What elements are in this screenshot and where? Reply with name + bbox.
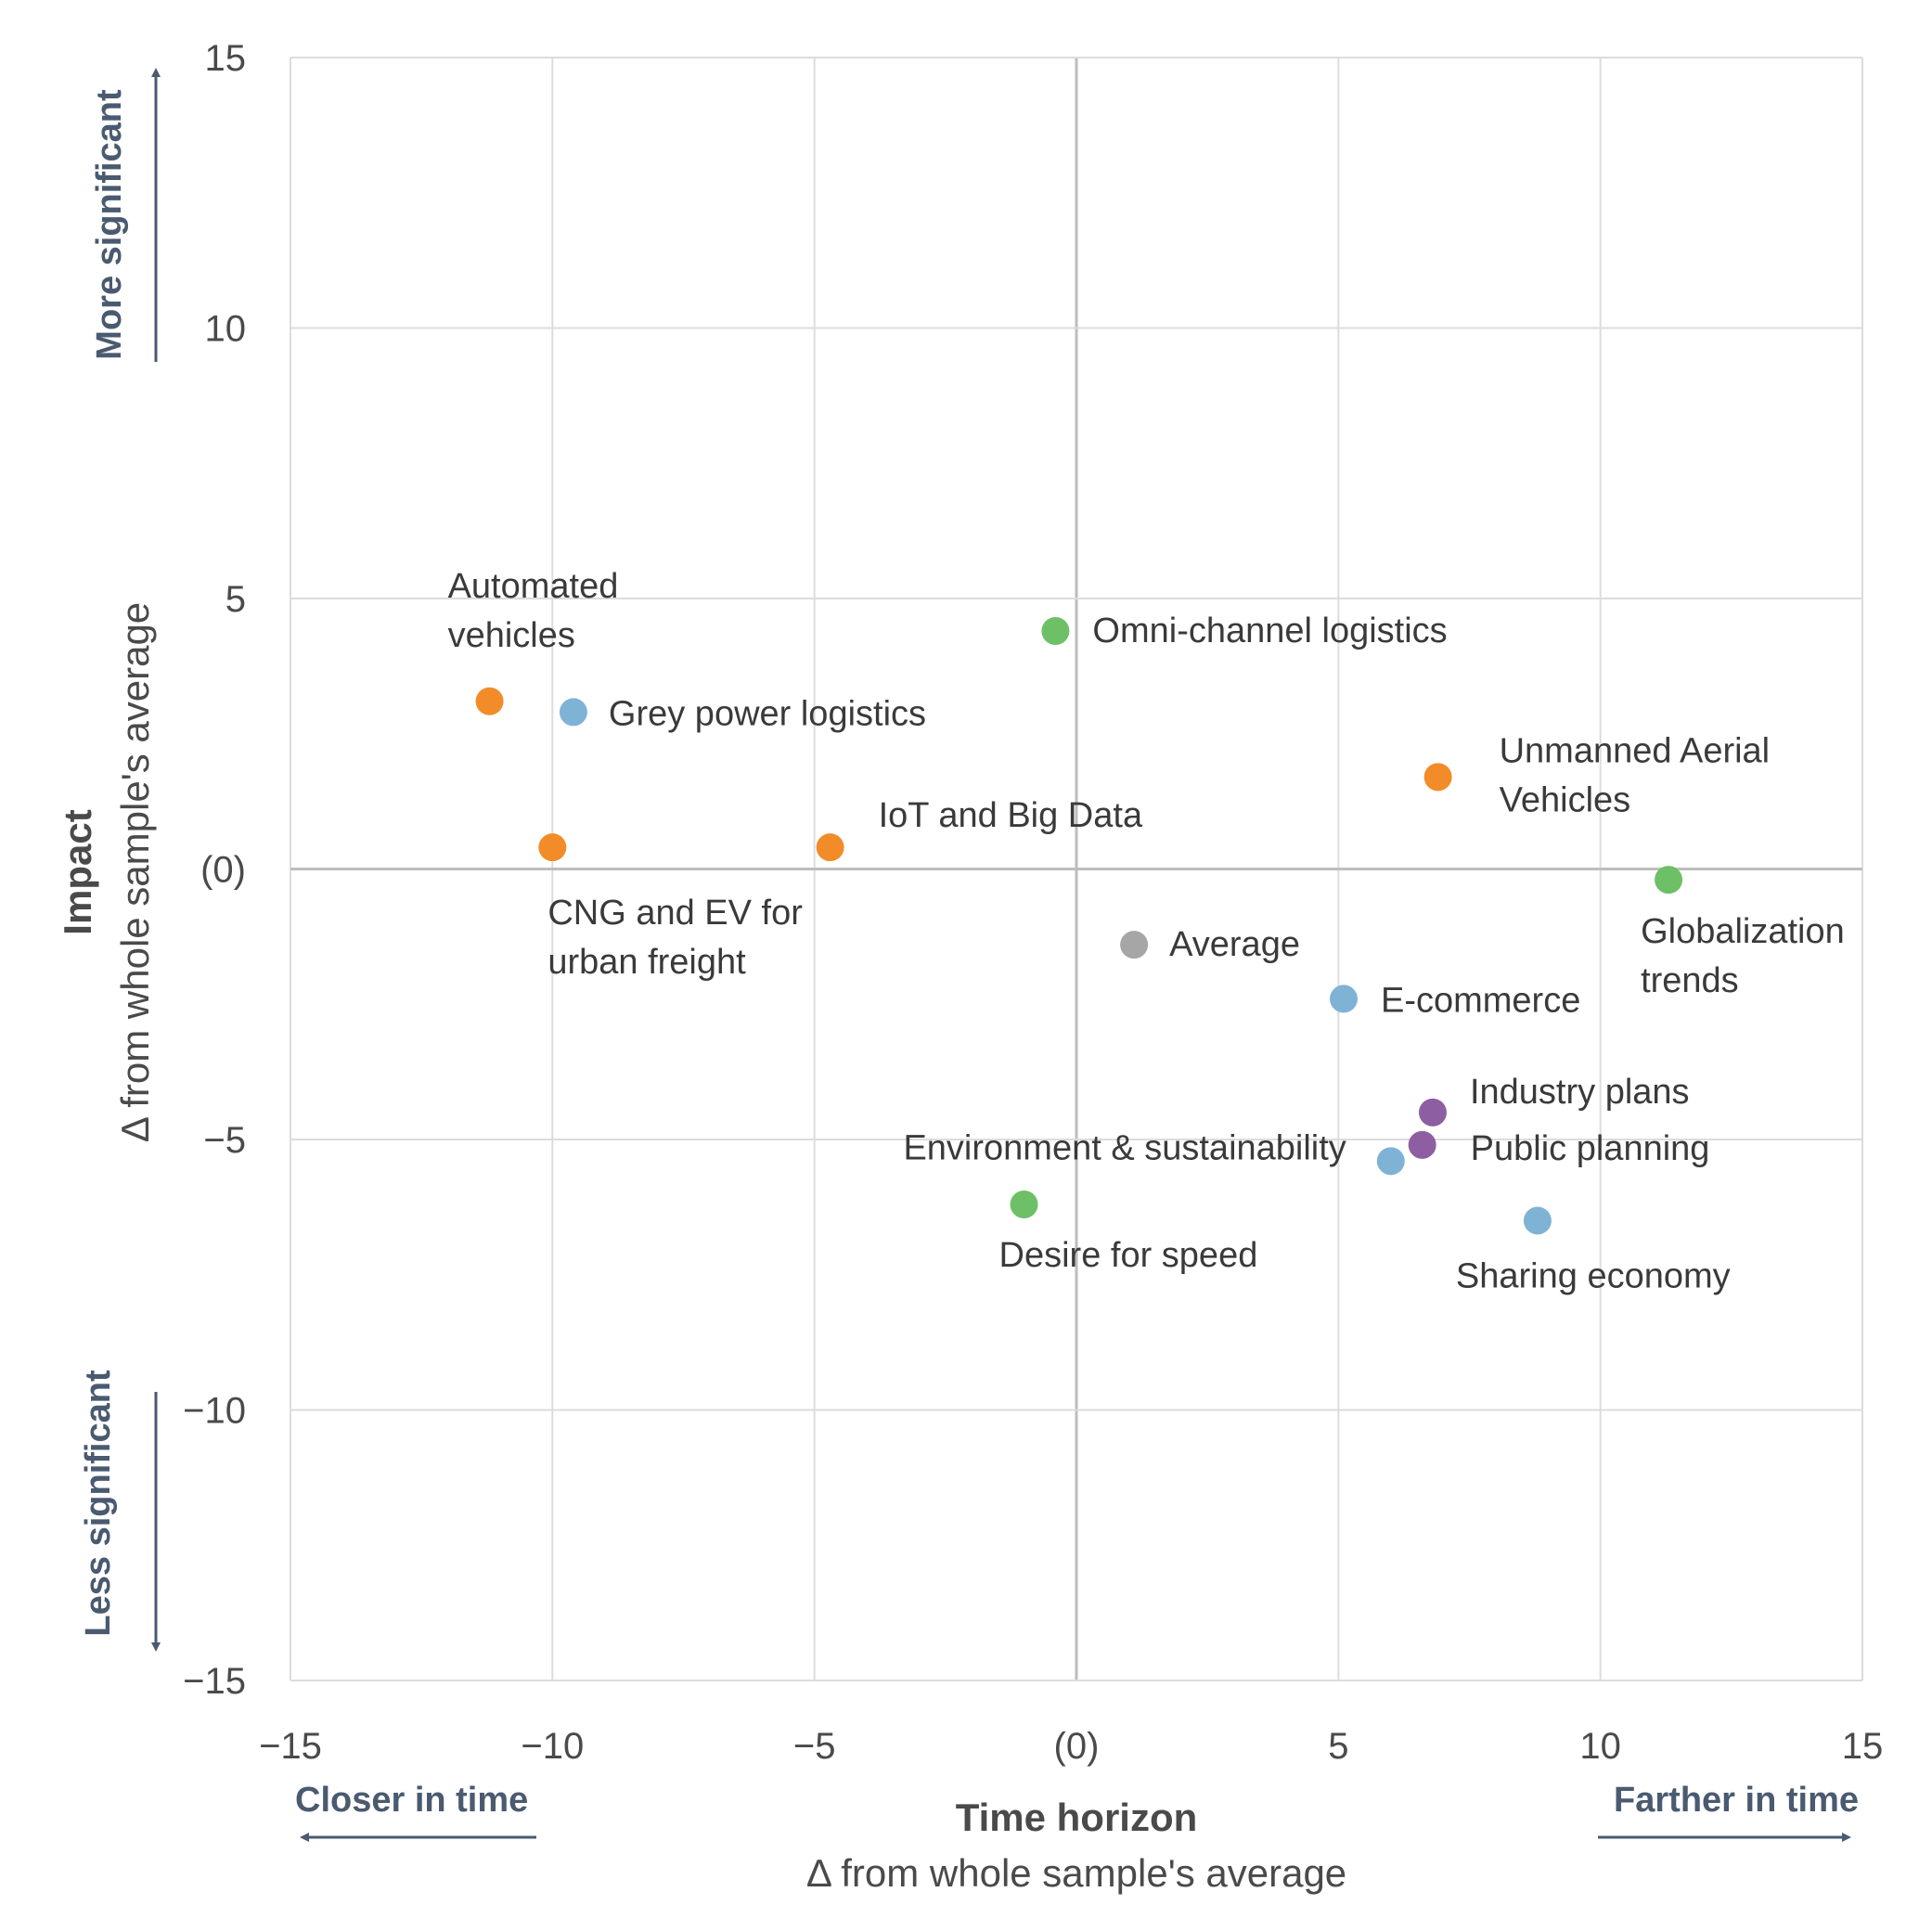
label-desire-for-speed: Desire for speed [999,1236,1258,1275]
point-omni-channel-logistics [1041,616,1070,645]
label-line: CNG and EV for [547,894,803,933]
point-unmanned-aerial-vehicles [1423,763,1452,792]
x-tick-label: −15 [259,1726,322,1767]
y-tick-label: 10 [205,309,247,350]
point-e-commerce [1329,985,1358,1013]
label-globalization-trends: Globalization trends [1641,912,1845,1000]
label-line: Desire for speed [999,1236,1258,1275]
label-line: Public planning [1471,1129,1710,1168]
label-line: urban freight [547,943,746,982]
point-average [1120,931,1149,959]
label-line: Omni-channel logistics [1092,611,1447,650]
label-line: Globalization [1641,912,1845,951]
point-desire-for-speed [1010,1190,1038,1218]
x-tick-label: −10 [521,1726,584,1767]
label-line: E-commerce [1381,981,1580,1020]
point-sharing-economy [1523,1206,1552,1235]
label-public-planning: Public planning [1471,1129,1710,1168]
label-line: Vehicles [1500,780,1631,819]
label-sharing-economy: Sharing economy [1456,1256,1731,1295]
label-line: vehicles [448,616,575,655]
y-tick-label: −5 [203,1120,246,1161]
label-line: Industry plans [1470,1073,1690,1112]
label-line: Environment & sustainability [903,1128,1346,1167]
more-significant-label: More significant [90,89,129,360]
label-environment-sustainability: Environment & sustainability [903,1128,1346,1167]
point-iot-and-big-data [816,833,844,862]
x-axis-subtitle: Δ from whole sample's average [806,1851,1346,1895]
point-grey-power-logistics [559,698,587,727]
y-axis-subtitle: Δ from whole sample's average [113,602,157,1142]
x-axis-title: Time horizon [956,1796,1198,1839]
closer-in-time-label: Closer in time [295,1781,528,1820]
farther-in-time-label: Farther in time [1614,1781,1859,1820]
label-e-commerce: E-commerce [1381,981,1580,1020]
grid [290,57,1863,1681]
point-cng-and-ev-for-urban-freight [538,833,567,862]
label-unmanned-aerial-vehicles: Unmanned Aerial Vehicles [1500,731,1771,819]
label-average: Average [1169,925,1300,964]
label-omni-channel-logistics: Omni-channel logistics [1092,611,1447,650]
y-tick-label: −15 [183,1661,246,1702]
label-industry-plans: Industry plans [1470,1073,1690,1112]
label-grey-power-logistics: Grey power logistics [609,694,926,733]
point-industry-plans [1418,1098,1447,1126]
x-tick-label: (0) [1054,1726,1100,1767]
label-iot-and-big-data: IoT and Big Data [879,796,1143,835]
label-line: IoT and Big Data [879,796,1143,835]
point-environment-sustainability [1376,1147,1405,1176]
tick-labels: −15 −10 −5 (0) 5 10 15 15 10 5 (0) −5 −10 −15 [183,38,1883,1767]
label-line: trends [1641,961,1739,1000]
x-tick-label: 10 [1579,1726,1621,1767]
y-tick-label: (0) [200,850,246,891]
less-significant-label: Less significant [79,1370,118,1637]
label-line: Grey power logistics [609,694,926,733]
label-cng-and-ev-for-urban-freight: CNG and EV for urban freight [547,894,803,982]
x-tick-label: −5 [793,1726,836,1767]
label-automated-vehicles: Automated vehicles [448,567,619,655]
point-public-planning [1408,1130,1436,1159]
label-line: Unmanned Aerial [1500,731,1771,770]
y-tick-label: 15 [205,38,247,79]
label-line: Average [1169,925,1300,964]
x-tick-label: 15 [1842,1726,1884,1767]
point-globalization-trends [1655,866,1683,895]
y-tick-label: 5 [225,579,246,620]
y-tick-label: −10 [183,1391,246,1432]
x-tick-label: 5 [1328,1726,1348,1767]
point-automated-vehicles [475,687,504,715]
y-axis-title: Impact [56,809,99,934]
label-line: Sharing economy [1456,1256,1731,1295]
data-points: Automated vehicles Grey power logistics CNG… [448,567,1845,1296]
label-line: Automated [448,567,619,606]
